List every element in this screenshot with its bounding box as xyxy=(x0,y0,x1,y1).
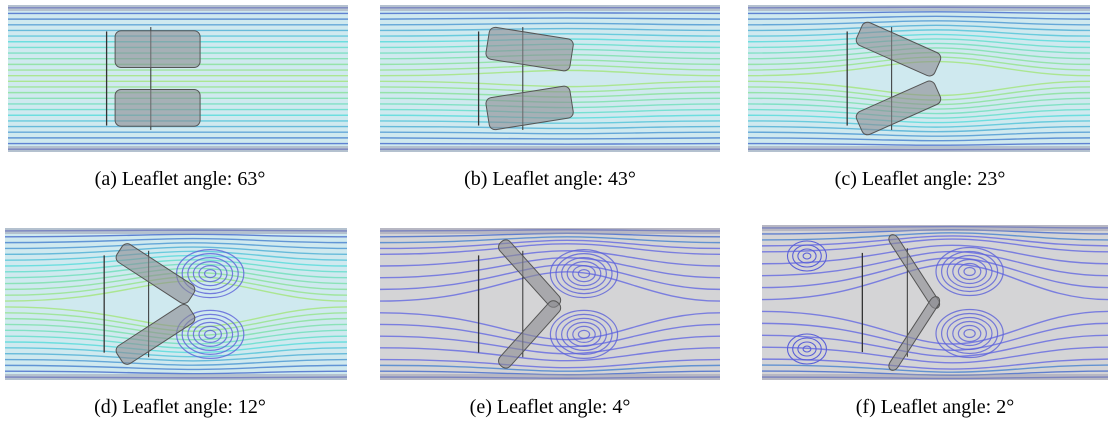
caption: (d) Leaflet angle: 12° xyxy=(0,396,360,419)
leaflet xyxy=(115,90,200,127)
caption: (f) Leaflet angle: 2° xyxy=(755,396,1113,419)
panel-image xyxy=(5,228,347,380)
panel-image xyxy=(8,5,348,152)
panel-image xyxy=(380,228,720,380)
wall xyxy=(380,146,720,152)
wall xyxy=(5,374,347,380)
caption: (a) Leaflet angle: 63° xyxy=(0,168,360,191)
figure: (a) Leaflet angle: 63° (b) Leaflet angle… xyxy=(0,0,1113,433)
wall xyxy=(5,228,347,234)
panel-image xyxy=(748,5,1090,152)
wall xyxy=(748,5,1090,11)
wall xyxy=(380,228,720,234)
wall xyxy=(380,5,720,11)
wall xyxy=(762,225,1108,231)
streamline xyxy=(380,13,720,14)
streamline xyxy=(380,144,720,145)
wall xyxy=(8,5,348,11)
panel-images xyxy=(0,0,1113,433)
caption: (b) Leaflet angle: 43° xyxy=(370,168,730,191)
panel-image xyxy=(380,5,720,152)
panel-image xyxy=(762,225,1108,380)
caption: (e) Leaflet angle: 4° xyxy=(370,396,730,419)
wall xyxy=(748,146,1090,152)
wall xyxy=(8,146,348,152)
leaflet xyxy=(115,31,200,68)
wall xyxy=(380,374,720,380)
wall xyxy=(762,374,1108,380)
caption: (c) Leaflet angle: 23° xyxy=(740,168,1100,191)
